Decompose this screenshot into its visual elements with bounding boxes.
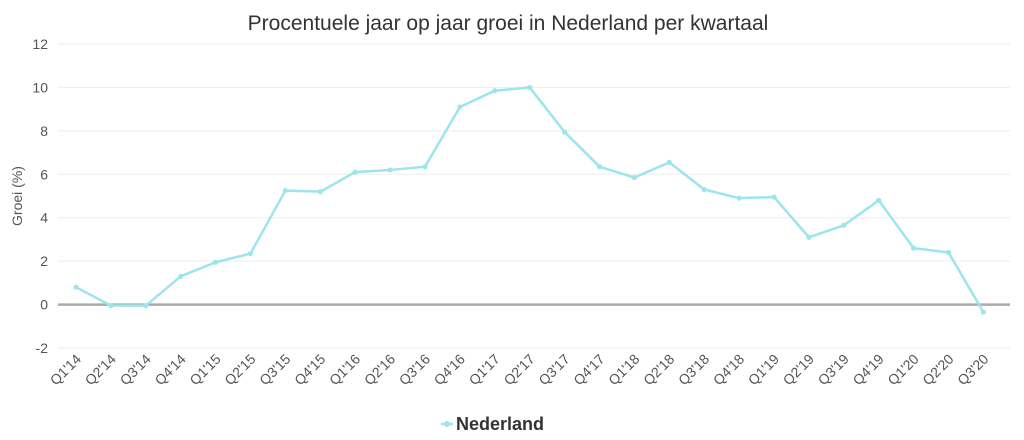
y-tick-label: -2	[36, 340, 49, 356]
x-tick-label: Q4'15	[291, 351, 329, 389]
series-line	[75, 86, 985, 313]
data-point[interactable]	[562, 129, 568, 135]
y-tick-label: 0	[40, 297, 48, 313]
x-tick-label: Q1'15	[186, 351, 224, 389]
data-point[interactable]	[213, 259, 219, 265]
x-tick-label: Q3'14	[116, 351, 154, 389]
x-tick-label: Q2'20	[919, 351, 957, 389]
y-tick-label: 8	[40, 123, 48, 139]
data-point[interactable]	[108, 303, 114, 309]
data-point[interactable]	[631, 174, 638, 181]
x-tick-label: Q3'17	[535, 351, 573, 389]
data-point[interactable]	[701, 186, 707, 193]
x-tick-label: Q3'15	[256, 351, 294, 389]
y-tick-label: 6	[40, 166, 48, 182]
data-point[interactable]	[945, 249, 952, 256]
data-point[interactable]	[736, 195, 742, 201]
legend-label-nederland: Nederland	[456, 414, 544, 434]
x-tick-label: Q2'18	[640, 351, 678, 389]
x-tick-label: Q1'14	[47, 351, 85, 389]
x-tick-label: Q4'19	[849, 351, 887, 389]
y-tick-label: 12	[32, 36, 48, 52]
chart-title: Procentuele jaar op jaar groei in Nederl…	[248, 12, 769, 35]
x-tick-label: Q2'19	[780, 351, 818, 389]
y-tick-label: 10	[32, 79, 48, 95]
data-point[interactable]	[282, 187, 288, 194]
data-point[interactable]	[317, 189, 323, 195]
data-point[interactable]	[771, 194, 777, 200]
y-axis-label: Groei (%)	[9, 166, 25, 226]
x-tick-label: Q3'16	[396, 351, 434, 389]
legend[interactable]: Nederland	[441, 414, 544, 434]
x-tick-label: Q2'16	[361, 351, 399, 389]
x-axis-ticks: Q1'14Q2'14Q3'14Q4'14Q1'15Q2'15Q3'15Q4'15…	[47, 351, 992, 389]
data-point[interactable]	[911, 245, 917, 251]
data-point[interactable]	[980, 309, 987, 315]
x-tick-label: Q2'15	[221, 351, 259, 389]
data-point[interactable]	[73, 284, 79, 290]
x-tick-label: Q4'16	[431, 351, 469, 389]
data-point[interactable]	[247, 250, 254, 257]
x-tick-label: Q3'20	[954, 351, 992, 389]
data-point[interactable]	[527, 84, 533, 91]
legend-dot-marker	[444, 421, 450, 427]
data-point[interactable]	[841, 222, 847, 228]
data-point[interactable]	[457, 104, 463, 110]
x-tick-label: Q3'18	[675, 351, 713, 389]
x-tick-label: Q4'14	[151, 351, 189, 389]
x-tick-label: Q4'17	[570, 351, 608, 389]
x-tick-label: Q2'17	[500, 351, 538, 389]
data-point[interactable]	[666, 159, 672, 165]
data-point[interactable]	[596, 164, 603, 170]
x-tick-label: Q2'14	[82, 351, 120, 389]
x-tick-label: Q3'19	[814, 351, 852, 389]
y-tick-label: 2	[40, 253, 48, 269]
data-point[interactable]	[806, 234, 812, 240]
x-tick-label: Q1'18	[605, 351, 643, 389]
x-tick-label: Q1'20	[884, 351, 922, 389]
x-tick-label: Q1'16	[326, 351, 364, 389]
y-axis-ticks: -2 0 2 4 6 8 10 12	[32, 36, 48, 356]
x-tick-label: Q1'17	[465, 351, 503, 389]
data-point[interactable]	[387, 167, 393, 173]
data-point[interactable]	[178, 273, 184, 279]
data-point[interactable]	[492, 88, 498, 94]
data-point[interactable]	[143, 303, 149, 309]
data-point[interactable]	[876, 197, 882, 203]
series-nederland	[73, 84, 987, 315]
y-tick-label: 4	[40, 210, 48, 226]
data-point[interactable]	[422, 164, 428, 170]
x-tick-label: Q1'19	[745, 351, 783, 389]
x-tick-label: Q4'18	[710, 351, 748, 389]
grid	[58, 43, 1010, 349]
data-point[interactable]	[352, 169, 358, 175]
